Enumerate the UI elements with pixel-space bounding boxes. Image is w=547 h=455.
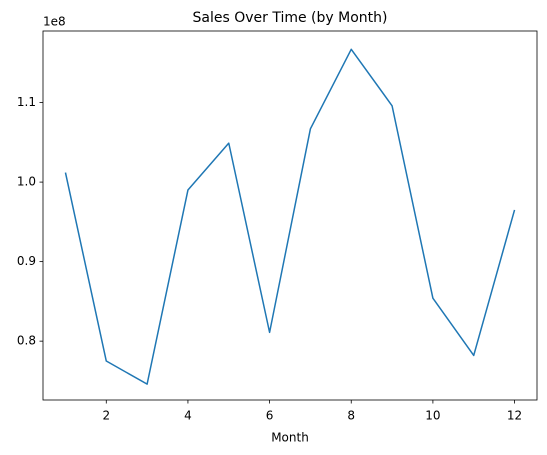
chart-title: Sales Over Time (by Month) bbox=[193, 10, 388, 26]
x-tick-label: 4 bbox=[184, 409, 192, 423]
y-tick-label: 0.8 bbox=[17, 334, 36, 348]
x-tick-label: 10 bbox=[425, 409, 440, 423]
x-tick-label: 8 bbox=[347, 409, 355, 423]
y-tick-label: 0.9 bbox=[17, 254, 36, 268]
plot-frame bbox=[42, 30, 538, 401]
x-tick-label: 2 bbox=[102, 409, 110, 423]
line bbox=[64, 48, 516, 385]
y-tick-label: 1.0 bbox=[17, 175, 36, 189]
x-tick-label: 6 bbox=[266, 409, 274, 423]
y-offset-label: 1e8 bbox=[43, 15, 66, 29]
x-tick-label: 12 bbox=[507, 409, 522, 423]
y-tick-label: 1.1 bbox=[17, 95, 36, 109]
x-axis-label: Month bbox=[271, 431, 309, 445]
